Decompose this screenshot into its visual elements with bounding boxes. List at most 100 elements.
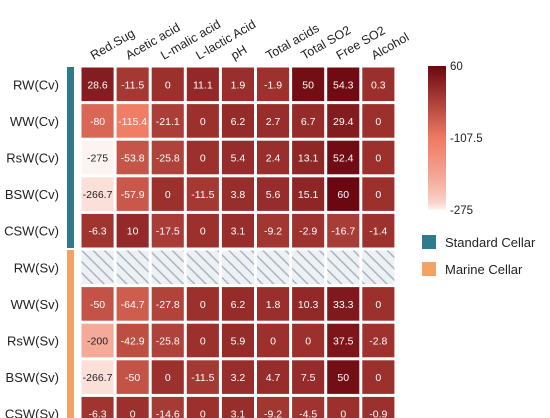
- cell-value-label: 0: [200, 116, 206, 128]
- heatmap-cell: [116, 67, 149, 102]
- cell-value-label: 50: [337, 372, 349, 384]
- heatmap-cell: [186, 396, 219, 418]
- cell-value-label: -25.8: [156, 153, 180, 165]
- row-label: RW(Cv): [13, 77, 59, 92]
- cell-value-label: 3.1: [231, 409, 246, 418]
- row-label: CSW(Sv): [5, 407, 59, 418]
- cell-value-label: 1.8: [266, 299, 281, 311]
- missing-cell: [116, 250, 149, 285]
- heatmap-cell: [81, 104, 114, 138]
- heatmap-cell: [81, 213, 114, 248]
- cell-value-label: -25.8: [156, 336, 180, 348]
- cell-value-label: 4.7: [266, 372, 281, 384]
- heatmap-cell: [292, 213, 325, 248]
- cell-value-label: -200: [87, 336, 108, 348]
- heatmap-cell: [257, 360, 290, 394]
- heatmap-cell: [186, 104, 219, 138]
- heatmap-cell: [186, 140, 219, 175]
- heatmap-cell: [221, 323, 254, 358]
- legend-swatch: [422, 262, 436, 276]
- cell-value-label: 10.3: [298, 299, 319, 311]
- heatmap-cell: [151, 213, 184, 248]
- cell-value-label: 29.4: [333, 116, 354, 128]
- heatmap-cell: [327, 287, 360, 321]
- heatmap-cell: [292, 396, 325, 418]
- cell-value-label: -9.2: [264, 409, 282, 418]
- row-label: BSW(Cv): [5, 187, 59, 202]
- heatmap-cell: [116, 360, 149, 394]
- cell-value-label: 11.1: [193, 79, 213, 91]
- heatmap-cell: [292, 323, 325, 358]
- cell-value-label: 3.2: [231, 372, 246, 384]
- cell-value-label: -266.7: [83, 189, 113, 201]
- cell-value-label: 0: [375, 189, 381, 201]
- cell-value-label: -53.8: [121, 153, 145, 165]
- cell-value-label: -0.9: [369, 409, 387, 418]
- heatmap-cell: [151, 104, 184, 138]
- cell-value-label: -1.4: [369, 226, 387, 238]
- heatmap-cell: [186, 67, 219, 102]
- cell-value-label: 0: [165, 372, 171, 384]
- cell-value-label: 0: [270, 336, 276, 348]
- cell-value-label: 0: [130, 409, 136, 418]
- cell-value-label: 13.1: [298, 153, 319, 165]
- heatmap-cell: [81, 287, 114, 321]
- heatmap-cell: [151, 323, 184, 358]
- heatmap-cell: [257, 323, 290, 358]
- cell-value-label: -17.5: [156, 226, 180, 238]
- cell-value-label: -275: [87, 153, 108, 165]
- heatmap-cell: [81, 67, 114, 102]
- cell-value-label: -80: [90, 116, 105, 128]
- cell-value-label: -6.3: [89, 409, 107, 418]
- heatmap-cell: [362, 140, 395, 175]
- cell-value-label: -50: [125, 372, 140, 384]
- heatmap-cell: [221, 104, 254, 138]
- cell-value-label: 1.9: [231, 79, 246, 91]
- cell-value-label: 5.9: [231, 336, 246, 348]
- heatmap-cell: [151, 396, 184, 418]
- cell-value-label: 15.1: [298, 189, 319, 201]
- cell-value-label: 0: [200, 336, 206, 348]
- heatmap-cells: 28.6 -11.5 0 11.1 1.9 -1.9 50 54.3 0.3-80 -115.4-…: [81, 67, 395, 418]
- heatmap-cell: [221, 177, 254, 211]
- heatmap-cell: [186, 360, 219, 394]
- missing-cell: [221, 250, 254, 285]
- heatmap-cell: [362, 287, 395, 321]
- cell-value-label: 0: [200, 226, 206, 238]
- column-header: pH: [228, 42, 249, 62]
- heatmap-cell: [151, 67, 184, 102]
- cell-value-label: 0: [375, 153, 381, 165]
- cell-value-label: 5.4: [231, 153, 246, 165]
- heatmap-cell: [327, 67, 360, 102]
- cell-value-label: -4.5: [299, 409, 317, 418]
- group-bar: [67, 250, 74, 418]
- cell-value-label: 33.3: [333, 299, 354, 311]
- cell-value-label: -50: [90, 299, 105, 311]
- heatmap-cell: [327, 104, 360, 138]
- heatmap-cell: [327, 140, 360, 175]
- cell-value-label: 0: [165, 79, 171, 91]
- heatmap-cell: [116, 396, 149, 418]
- colorbar-tick-label: -107.5: [450, 133, 483, 145]
- heatmap-cell: [362, 67, 395, 102]
- heatmap-cell: [362, 104, 395, 138]
- cell-value-label: -64.7: [121, 299, 145, 311]
- heatmap-cell: [257, 67, 290, 102]
- heatmap-cell: [81, 396, 114, 418]
- cell-value-label: 0: [340, 409, 346, 418]
- cell-value-label: -9.2: [264, 226, 282, 238]
- cell-value-label: 0: [305, 336, 311, 348]
- heatmap-cell: [257, 396, 290, 418]
- heatmap-cell: [257, 140, 290, 175]
- colorbar-tick-label: 60: [450, 61, 463, 73]
- heatmap-cell: [221, 360, 254, 394]
- cell-value-label: 3.8: [231, 189, 246, 201]
- group-bar: [67, 67, 74, 248]
- missing-cell: [186, 250, 219, 285]
- heatmap-cell: [292, 287, 325, 321]
- missing-cell: [327, 250, 360, 285]
- cell-value-label: -2.8: [369, 336, 387, 348]
- heatmap-cell: [186, 177, 219, 211]
- group-legend: Standard Cellar Marine Cellar: [422, 235, 536, 277]
